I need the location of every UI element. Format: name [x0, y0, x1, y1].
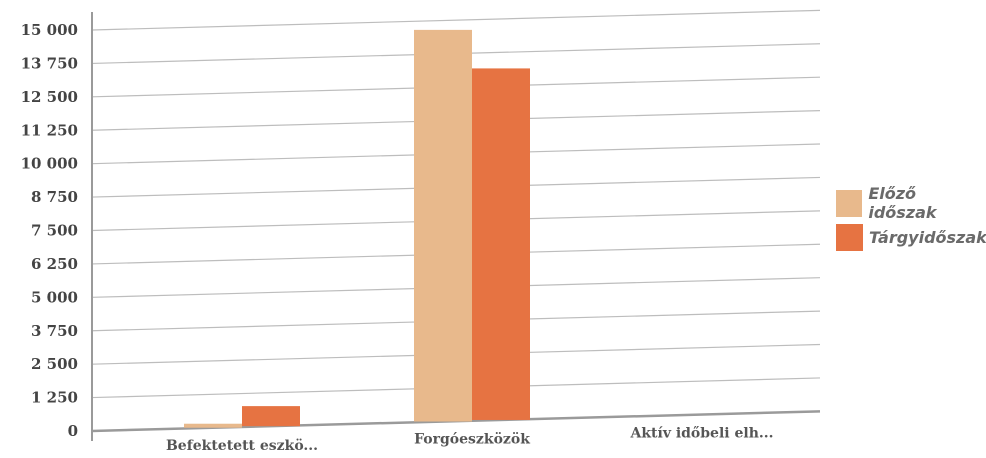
x-tick-labels: Befektetett eszkö... Forgóeszközök Aktív i… — [166, 426, 774, 454]
legend-item-0: Előző időszak — [836, 184, 986, 222]
y-tick-label: 12 500 — [21, 88, 78, 106]
bar-0-0 — [184, 423, 242, 428]
legend-label-1: Tárgyidőszak — [869, 227, 986, 247]
bar-1-1 — [472, 68, 530, 420]
legend-swatch-1 — [836, 223, 863, 251]
y-tick-label: 15 000 — [21, 21, 78, 39]
legend-item-1: Tárgyidőszak — [836, 220, 986, 254]
bar-0-1 — [242, 406, 300, 427]
legend-swatch-0 — [836, 189, 863, 217]
gridline — [91, 9, 821, 31]
bars — [184, 29, 530, 428]
y-tick-label: 5 000 — [31, 288, 78, 306]
y-tick-label: 13 750 — [21, 54, 78, 72]
x-tick-label: Aktív időbeli elh... — [629, 426, 773, 442]
y-tick-label: 2 500 — [31, 355, 78, 373]
y-tick-label: 8 750 — [31, 188, 78, 206]
y-tick-label: 6 250 — [31, 255, 78, 273]
x-tick-label: Befektetett eszkö... — [166, 438, 318, 454]
y-tick-label: 1 250 — [31, 389, 78, 407]
y-tick-label: 10 000 — [21, 155, 78, 173]
bar-1-0 — [414, 29, 472, 422]
legend-label-0: Előző időszak — [868, 184, 937, 222]
x-tick-label: Forgóeszközök — [414, 432, 530, 448]
y-tick-labels: 0 1 250 2 500 3 750 5 000 6 250 7 500 8 750 10 0… — [21, 21, 78, 440]
legend: Előző időszak Tárgyidőszak — [836, 184, 986, 254]
y-tick-label: 3 750 — [31, 322, 78, 340]
y-tick-label: 0 — [68, 422, 78, 440]
y-tick-label: 7 500 — [31, 222, 78, 240]
y-tick-label: 11 250 — [21, 121, 78, 139]
